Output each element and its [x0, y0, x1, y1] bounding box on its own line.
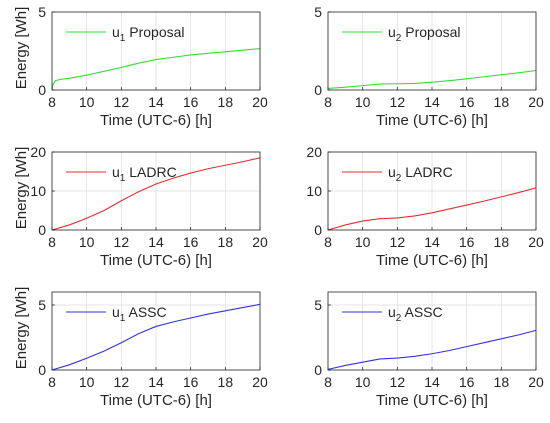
series-line-1	[327, 69, 537, 89]
x-tick-label: 16	[459, 94, 475, 110]
x-tick-label: 18	[494, 234, 510, 250]
x-tick-label: 12	[114, 234, 130, 250]
y-tick-label: 5	[38, 4, 46, 20]
panel-2: 8 10 12 14 16 18 20 0 5 Time (UTC-6) [h] u2 Propos…	[314, 4, 544, 129]
x-tick-label: 20	[528, 374, 544, 390]
x-tick-label: 8	[48, 374, 56, 390]
series-line-1	[327, 329, 537, 370]
legend-label: u2 Proposal	[388, 24, 461, 44]
x-tick-label: 14	[148, 94, 164, 110]
y-tick-label: 0	[38, 362, 46, 378]
x-tick-label: 16	[183, 94, 199, 110]
y-tick-label: 0	[38, 82, 46, 98]
x-tick-label: 16	[183, 234, 199, 250]
panel-1: 8 10 12 14 16 18 20 0 5 Time (UTC-6) [h] Energy [W…	[13, 4, 268, 129]
x-tick-label: 14	[424, 94, 440, 110]
x-tick-label: 14	[424, 234, 440, 250]
x-tick-label: 18	[494, 374, 510, 390]
x-tick-label: 20	[528, 94, 544, 110]
y-tick-label: 5	[38, 297, 46, 313]
x-tick-label: 8	[324, 94, 332, 110]
panel-4: 8 10 12 14 16 18 20 0 10 20 Time (UTC-6) [h] u2 LAD…	[306, 144, 544, 269]
y-tick-label: 10	[30, 183, 46, 199]
x-axis-label: Time (UTC-6) [h]	[100, 112, 212, 129]
x-tick-label: 12	[390, 234, 406, 250]
x-tick-label: 10	[79, 94, 95, 110]
x-tick-label: 10	[355, 94, 371, 110]
series-line-1	[51, 303, 261, 371]
x-axis-label: Time (UTC-6) [h]	[376, 112, 488, 129]
x-tick-label: 14	[424, 374, 440, 390]
series-line-1	[327, 187, 537, 231]
x-tick-label: 8	[48, 234, 56, 250]
y-tick-label: 10	[306, 183, 322, 199]
x-tick-label: 10	[355, 234, 371, 250]
x-tick-label: 20	[252, 94, 268, 110]
y-tick-label: 20	[30, 144, 46, 160]
x-tick-label: 20	[252, 234, 268, 250]
y-axis-label: Energy [Wh]	[13, 7, 30, 90]
x-tick-label: 12	[390, 94, 406, 110]
y-tick-label: 0	[38, 222, 46, 238]
x-tick-label: 14	[148, 234, 164, 250]
legend-label: u1 Proposal	[112, 24, 185, 44]
x-tick-label: 16	[459, 234, 475, 250]
x-tick-label: 10	[79, 234, 95, 250]
legend-label: u2 LADRC	[388, 164, 453, 184]
y-tick-label: 5	[314, 297, 322, 313]
x-tick-label: 8	[324, 374, 332, 390]
x-tick-label: 18	[218, 374, 234, 390]
x-tick-label: 16	[183, 374, 199, 390]
panel-6: 8 10 12 14 16 18 20 0 5 Time (UTC-6) [h] u2 ASSC	[314, 291, 544, 409]
x-axis-label: Time (UTC-6) [h]	[100, 392, 212, 409]
x-tick-label: 8	[48, 94, 56, 110]
x-tick-label: 18	[218, 94, 234, 110]
x-tick-label: 10	[355, 374, 371, 390]
panel-5: 8 10 12 14 16 18 20 0 5 Time (UTC-6) [h] Energy [W…	[13, 287, 268, 409]
x-axis-label: Time (UTC-6) [h]	[376, 392, 488, 409]
y-tick-label: 0	[314, 82, 322, 98]
x-tick-label: 20	[528, 234, 544, 250]
x-tick-label: 20	[252, 374, 268, 390]
y-tick-label: 20	[306, 144, 322, 160]
x-tick-label: 14	[148, 374, 164, 390]
x-axis-label: Time (UTC-6) [h]	[376, 252, 488, 269]
x-tick-label: 12	[114, 94, 130, 110]
legend-label: u2 ASSC	[388, 304, 443, 324]
series-line-1	[51, 48, 261, 91]
legend-label: u1 LADRC	[112, 164, 177, 184]
x-axis-label: Time (UTC-6) [h]	[100, 252, 212, 269]
panel-3: 8 10 12 14 16 18 20 0 10 20 Time (UTC-6) [h] Energy…	[13, 144, 268, 269]
x-tick-label: 18	[494, 94, 510, 110]
y-tick-label: 0	[314, 222, 322, 238]
x-tick-label: 18	[218, 234, 234, 250]
y-axis-label: Energy [Wh]	[13, 287, 30, 370]
series-line-1	[51, 157, 261, 231]
y-tick-label: 0	[314, 362, 322, 378]
y-axis-label: Energy [Wh]	[13, 147, 30, 230]
x-tick-label: 10	[79, 374, 95, 390]
x-tick-label: 16	[459, 374, 475, 390]
x-tick-label: 8	[324, 234, 332, 250]
y-tick-label: 5	[314, 4, 322, 20]
x-tick-label: 12	[114, 374, 130, 390]
x-tick-label: 12	[390, 374, 406, 390]
legend-label: u1 ASSC	[112, 304, 167, 324]
